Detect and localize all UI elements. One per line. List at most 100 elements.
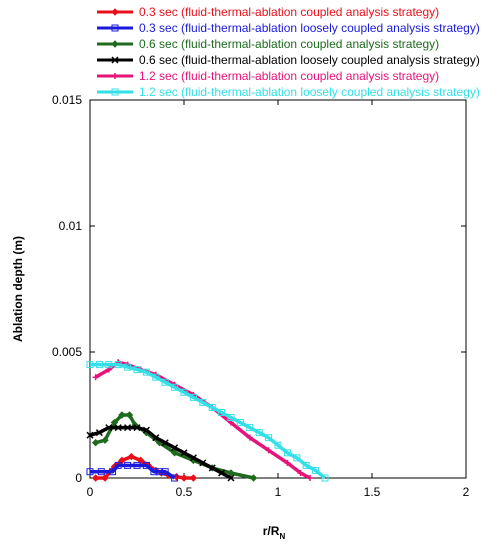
x-axis-title: r/RN [263, 524, 286, 541]
x-tick-label: 1.5 [364, 485, 381, 499]
data-point [227, 469, 235, 477]
x-tick-label: 1 [275, 485, 282, 499]
series-4 [86, 424, 235, 482]
data-point [180, 388, 188, 396]
y-tick-label: 0.01 [59, 219, 83, 233]
data-point [91, 474, 100, 482]
legend-label: 0.6 sec (fluid-thermal-ablation coupled … [139, 37, 439, 51]
legend-label: 0.3 sec (fluid-thermal-ablation loosely … [139, 21, 480, 35]
legend-swatch-marker [111, 40, 119, 48]
data-point [92, 374, 99, 381]
data-point [118, 411, 126, 419]
legend-item: 0.6 sec (fluid-thermal-ablation coupled … [97, 37, 439, 51]
data-point [189, 474, 198, 482]
legend-swatch-marker [111, 24, 119, 32]
data-point [171, 383, 179, 391]
data-point [246, 434, 253, 441]
y-axis-title: Ablation depth (m) [11, 236, 25, 342]
data-point [302, 461, 310, 469]
data-point [321, 474, 329, 482]
legend-swatch-marker [111, 56, 119, 64]
data-point [161, 439, 169, 447]
data-point [105, 424, 113, 432]
legend-swatch-marker [112, 73, 118, 79]
data-point [101, 436, 109, 444]
data-point [171, 444, 179, 452]
data-point [199, 459, 207, 467]
data-point [127, 452, 136, 461]
data-point [91, 439, 100, 447]
data-point [208, 403, 216, 411]
data-point [142, 426, 150, 434]
series-6 [86, 361, 329, 482]
data-point [95, 429, 103, 437]
data-point [124, 424, 132, 432]
data-point [101, 474, 109, 482]
data-point [86, 361, 94, 369]
data-point [306, 475, 313, 481]
x-tick-label: 2 [463, 485, 470, 499]
data-point [255, 429, 263, 437]
legend-label: 0.3 sec (fluid-thermal-ablation coupled … [139, 5, 439, 19]
data-point [265, 434, 273, 442]
data-point [189, 454, 197, 462]
series-line [90, 362, 327, 480]
data-point [97, 468, 105, 476]
legend-item: 0.6 sec (fluid-thermal-ablation loosely … [97, 53, 480, 67]
y-tick-label: 0.015 [52, 93, 82, 107]
data-point [218, 408, 226, 416]
data-point [109, 468, 117, 476]
data-point [114, 461, 122, 469]
data-point [137, 456, 145, 465]
series-1 [91, 452, 198, 482]
data-point [125, 411, 134, 419]
series-line [94, 360, 311, 480]
axis-ticks: 0 0.5 1 1.5 2 0 0.005 0.01 0.015 [52, 93, 470, 499]
data-point [208, 464, 216, 472]
data-point [152, 373, 160, 381]
series-2 [86, 461, 179, 482]
x-tick-label: 0 [87, 485, 94, 499]
data-point [114, 424, 122, 432]
data-point [142, 461, 150, 469]
data-point [152, 434, 160, 442]
data-point [284, 459, 291, 466]
legend-item: 0.3 sec (fluid-thermal-ablation coupled … [97, 5, 439, 19]
data-point [297, 469, 304, 476]
x-axis-title-subscript: N [279, 532, 285, 541]
data-point [312, 466, 320, 474]
data-point [189, 393, 197, 401]
data-point [180, 449, 188, 457]
data-point [161, 378, 169, 386]
legend-swatch-marker [111, 88, 119, 96]
data-point [118, 456, 126, 465]
data-point [133, 366, 141, 374]
data-point [86, 431, 94, 439]
x-axis-title-main: r/R [263, 524, 280, 538]
data-point [105, 361, 113, 369]
data-point [124, 363, 132, 371]
data-point [274, 441, 282, 449]
data-point [133, 461, 141, 469]
data-point [246, 424, 254, 432]
data-point [124, 461, 132, 469]
data-point [283, 449, 291, 457]
data-point [218, 469, 226, 477]
data-point [227, 414, 235, 422]
data-point [86, 468, 94, 476]
legend-item: 1.2 sec (fluid-thermal-ablation loosely … [97, 85, 480, 99]
data-point [249, 474, 258, 482]
data-point [171, 474, 179, 482]
legend-item: 0.3 sec (fluid-thermal-ablation loosely … [97, 21, 480, 35]
legend-item: 1.2 sec (fluid-thermal-ablation coupled … [97, 69, 439, 83]
data-point [293, 454, 301, 462]
y-tick-label: 0.005 [52, 345, 82, 359]
data-point [142, 368, 150, 376]
plot-area-frame [89, 99, 467, 479]
series-layer [86, 359, 329, 482]
data-point [95, 361, 103, 369]
legend-swatch-marker [111, 8, 119, 16]
data-point [180, 474, 188, 482]
data-point [265, 447, 272, 454]
